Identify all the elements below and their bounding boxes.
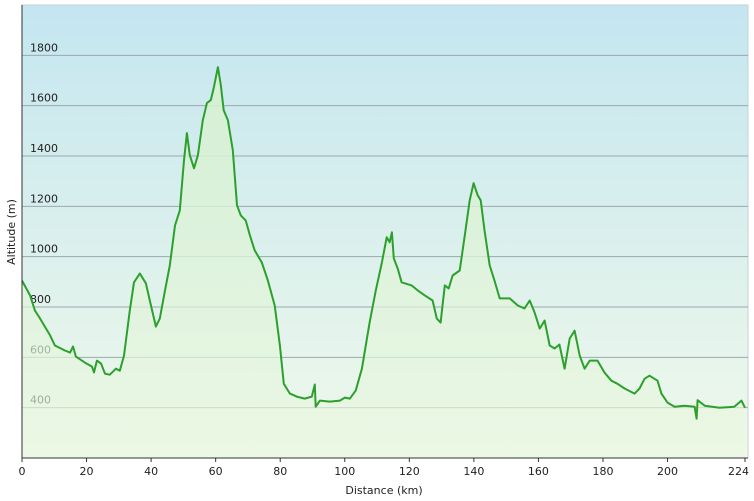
x-tick-label: 60 [209, 465, 223, 478]
x-tick-label: 200 [657, 465, 678, 478]
y-tick-label: 1000 [30, 243, 58, 256]
y-tick-label: 1800 [30, 41, 58, 54]
x-tick-label: 120 [399, 465, 420, 478]
x-tick-label: 140 [463, 465, 484, 478]
x-tick-label: 224 [728, 465, 749, 478]
x-axis-label: Distance (km) [345, 484, 422, 497]
y-tick-label: 800 [30, 293, 51, 306]
area-fill [22, 67, 745, 458]
elevation-line [21, 66, 746, 420]
y-tick-label: 1400 [30, 142, 58, 155]
x-tick-label: 40 [144, 465, 158, 478]
y-tick-label: 1200 [30, 192, 58, 205]
y-axis-label: Altitude (m) [5, 199, 18, 265]
y-tick-label: 1600 [30, 92, 58, 105]
x-tick-label: 100 [334, 465, 355, 478]
x-tick-label: 180 [592, 465, 613, 478]
x-tick-label: 160 [528, 465, 549, 478]
x-tick-label: 0 [19, 465, 26, 478]
x-tick-label: 20 [80, 465, 94, 478]
x-tick-label: 80 [273, 465, 287, 478]
